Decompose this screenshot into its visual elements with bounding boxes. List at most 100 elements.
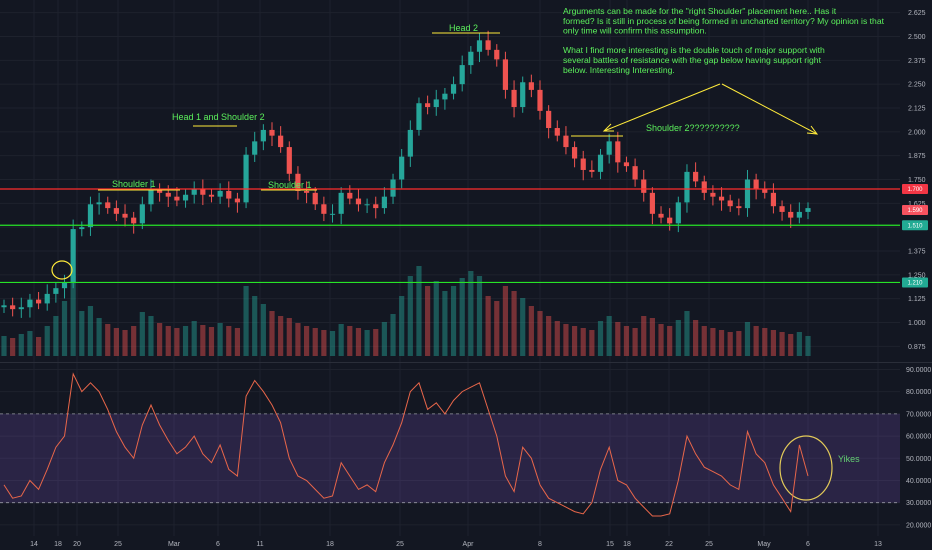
candle-body	[373, 204, 379, 209]
volume-bar	[684, 311, 690, 356]
time-tick-label: 14	[30, 541, 38, 548]
head2-label: Head 2	[449, 23, 478, 33]
time-tick-label: 8	[538, 541, 542, 548]
candle-body	[511, 89, 517, 108]
candle-body	[528, 82, 534, 90]
volume-bar	[675, 320, 681, 356]
volume-bar	[329, 331, 336, 356]
volume-bar	[260, 304, 266, 356]
candle-body	[615, 141, 621, 163]
rsi-circle	[779, 435, 833, 501]
arrow-to-shoulder2	[603, 83, 721, 132]
volume-bar	[217, 323, 223, 356]
price-tick-label: 1.125	[908, 296, 926, 303]
candle-body	[1, 305, 7, 308]
candle-body	[18, 307, 24, 310]
volume-bar	[174, 328, 180, 356]
candle-body	[641, 179, 647, 193]
volume-bar	[796, 332, 802, 356]
candle-body	[649, 192, 655, 214]
candle-body	[788, 211, 794, 218]
candle-body	[131, 217, 137, 224]
volume-bar	[779, 332, 785, 356]
candle-body	[208, 194, 215, 197]
rsi-tick-label: 50.0000	[906, 456, 931, 463]
note-line: What I find more interesting is the doub…	[563, 45, 825, 55]
candle-body	[520, 82, 526, 108]
candle-body	[485, 40, 491, 50]
time-tick-label: 6	[806, 541, 810, 548]
volume-bar	[770, 330, 777, 356]
candle-body	[105, 202, 111, 209]
rsi-band	[0, 413, 900, 504]
rsi-axis: 90.0000 80.0000 70.0000 60.0000 50.0000 40.00…	[906, 367, 931, 529]
candle-body	[658, 213, 664, 218]
candle-body	[546, 110, 552, 129]
volume-bar	[762, 328, 768, 356]
volume-bar	[632, 328, 638, 356]
volume-bar	[278, 316, 284, 356]
volume-bar	[753, 326, 759, 356]
price-tick-label: 1.750	[908, 177, 926, 184]
volume-bar	[35, 337, 42, 356]
candle-body	[442, 93, 448, 100]
gap-circle	[51, 260, 73, 280]
candle-body	[476, 40, 483, 52]
volume-bar	[459, 278, 465, 356]
candle-body	[286, 147, 292, 174]
candle-body	[597, 154, 604, 172]
candle-body	[347, 192, 353, 199]
volume-bar	[131, 326, 137, 356]
rsi-tick-label: 30.0000	[906, 500, 931, 507]
candle-body	[321, 204, 327, 214]
candle-body	[200, 189, 206, 195]
volume-bar	[122, 330, 128, 356]
volume-bar	[10, 338, 16, 356]
time-tick-label: 18	[54, 541, 62, 548]
volume-bar	[425, 286, 431, 356]
candle-body	[407, 129, 413, 157]
volume-bar	[701, 326, 707, 356]
volume-bar	[399, 296, 405, 356]
candle-body	[53, 288, 59, 294]
volume-bar	[191, 321, 197, 356]
volume-bar	[321, 330, 327, 356]
volume-bar	[736, 331, 742, 356]
volume-bar	[113, 328, 119, 356]
candle-body	[425, 103, 431, 108]
candle-body	[563, 135, 569, 148]
volume-bar	[693, 320, 699, 356]
price-badge	[902, 277, 928, 288]
time-tick-label: 18	[623, 541, 631, 548]
volume-bar	[520, 298, 526, 356]
shoulder2-label: Shoulder 2??????????	[646, 123, 740, 133]
time-tick-label: 15	[606, 541, 614, 548]
volume-bar	[606, 316, 612, 356]
candle-body	[338, 192, 344, 214]
time-tick-label: 6	[216, 541, 220, 548]
volume-bar	[580, 328, 586, 356]
candle-body	[70, 229, 76, 283]
price-badge-label: 1.210	[907, 280, 923, 286]
price-tick-label: 2.500	[908, 34, 926, 41]
time-tick-label: Mar	[168, 541, 181, 548]
shoulder1-b-label: Shoulder 1	[268, 180, 312, 190]
candle-body	[684, 171, 690, 203]
arrow-head-right	[806, 125, 819, 135]
volume-bar	[727, 332, 733, 356]
volume-bar	[615, 322, 621, 356]
candle-body	[805, 208, 811, 212]
candle-body	[295, 173, 301, 191]
candle-body	[744, 179, 751, 209]
candle-body	[571, 147, 578, 159]
candle-body	[278, 135, 284, 148]
candle-body	[260, 129, 266, 142]
price-badge	[902, 220, 928, 231]
price-axis: 2.625 2.500 2.375 2.250 2.125 2.000 1.875 1.750…	[908, 10, 926, 351]
candle-body	[165, 192, 171, 197]
volume-bar	[511, 291, 517, 356]
candle-body	[736, 206, 742, 209]
candle-body	[243, 154, 249, 203]
volume-bar	[303, 326, 310, 356]
